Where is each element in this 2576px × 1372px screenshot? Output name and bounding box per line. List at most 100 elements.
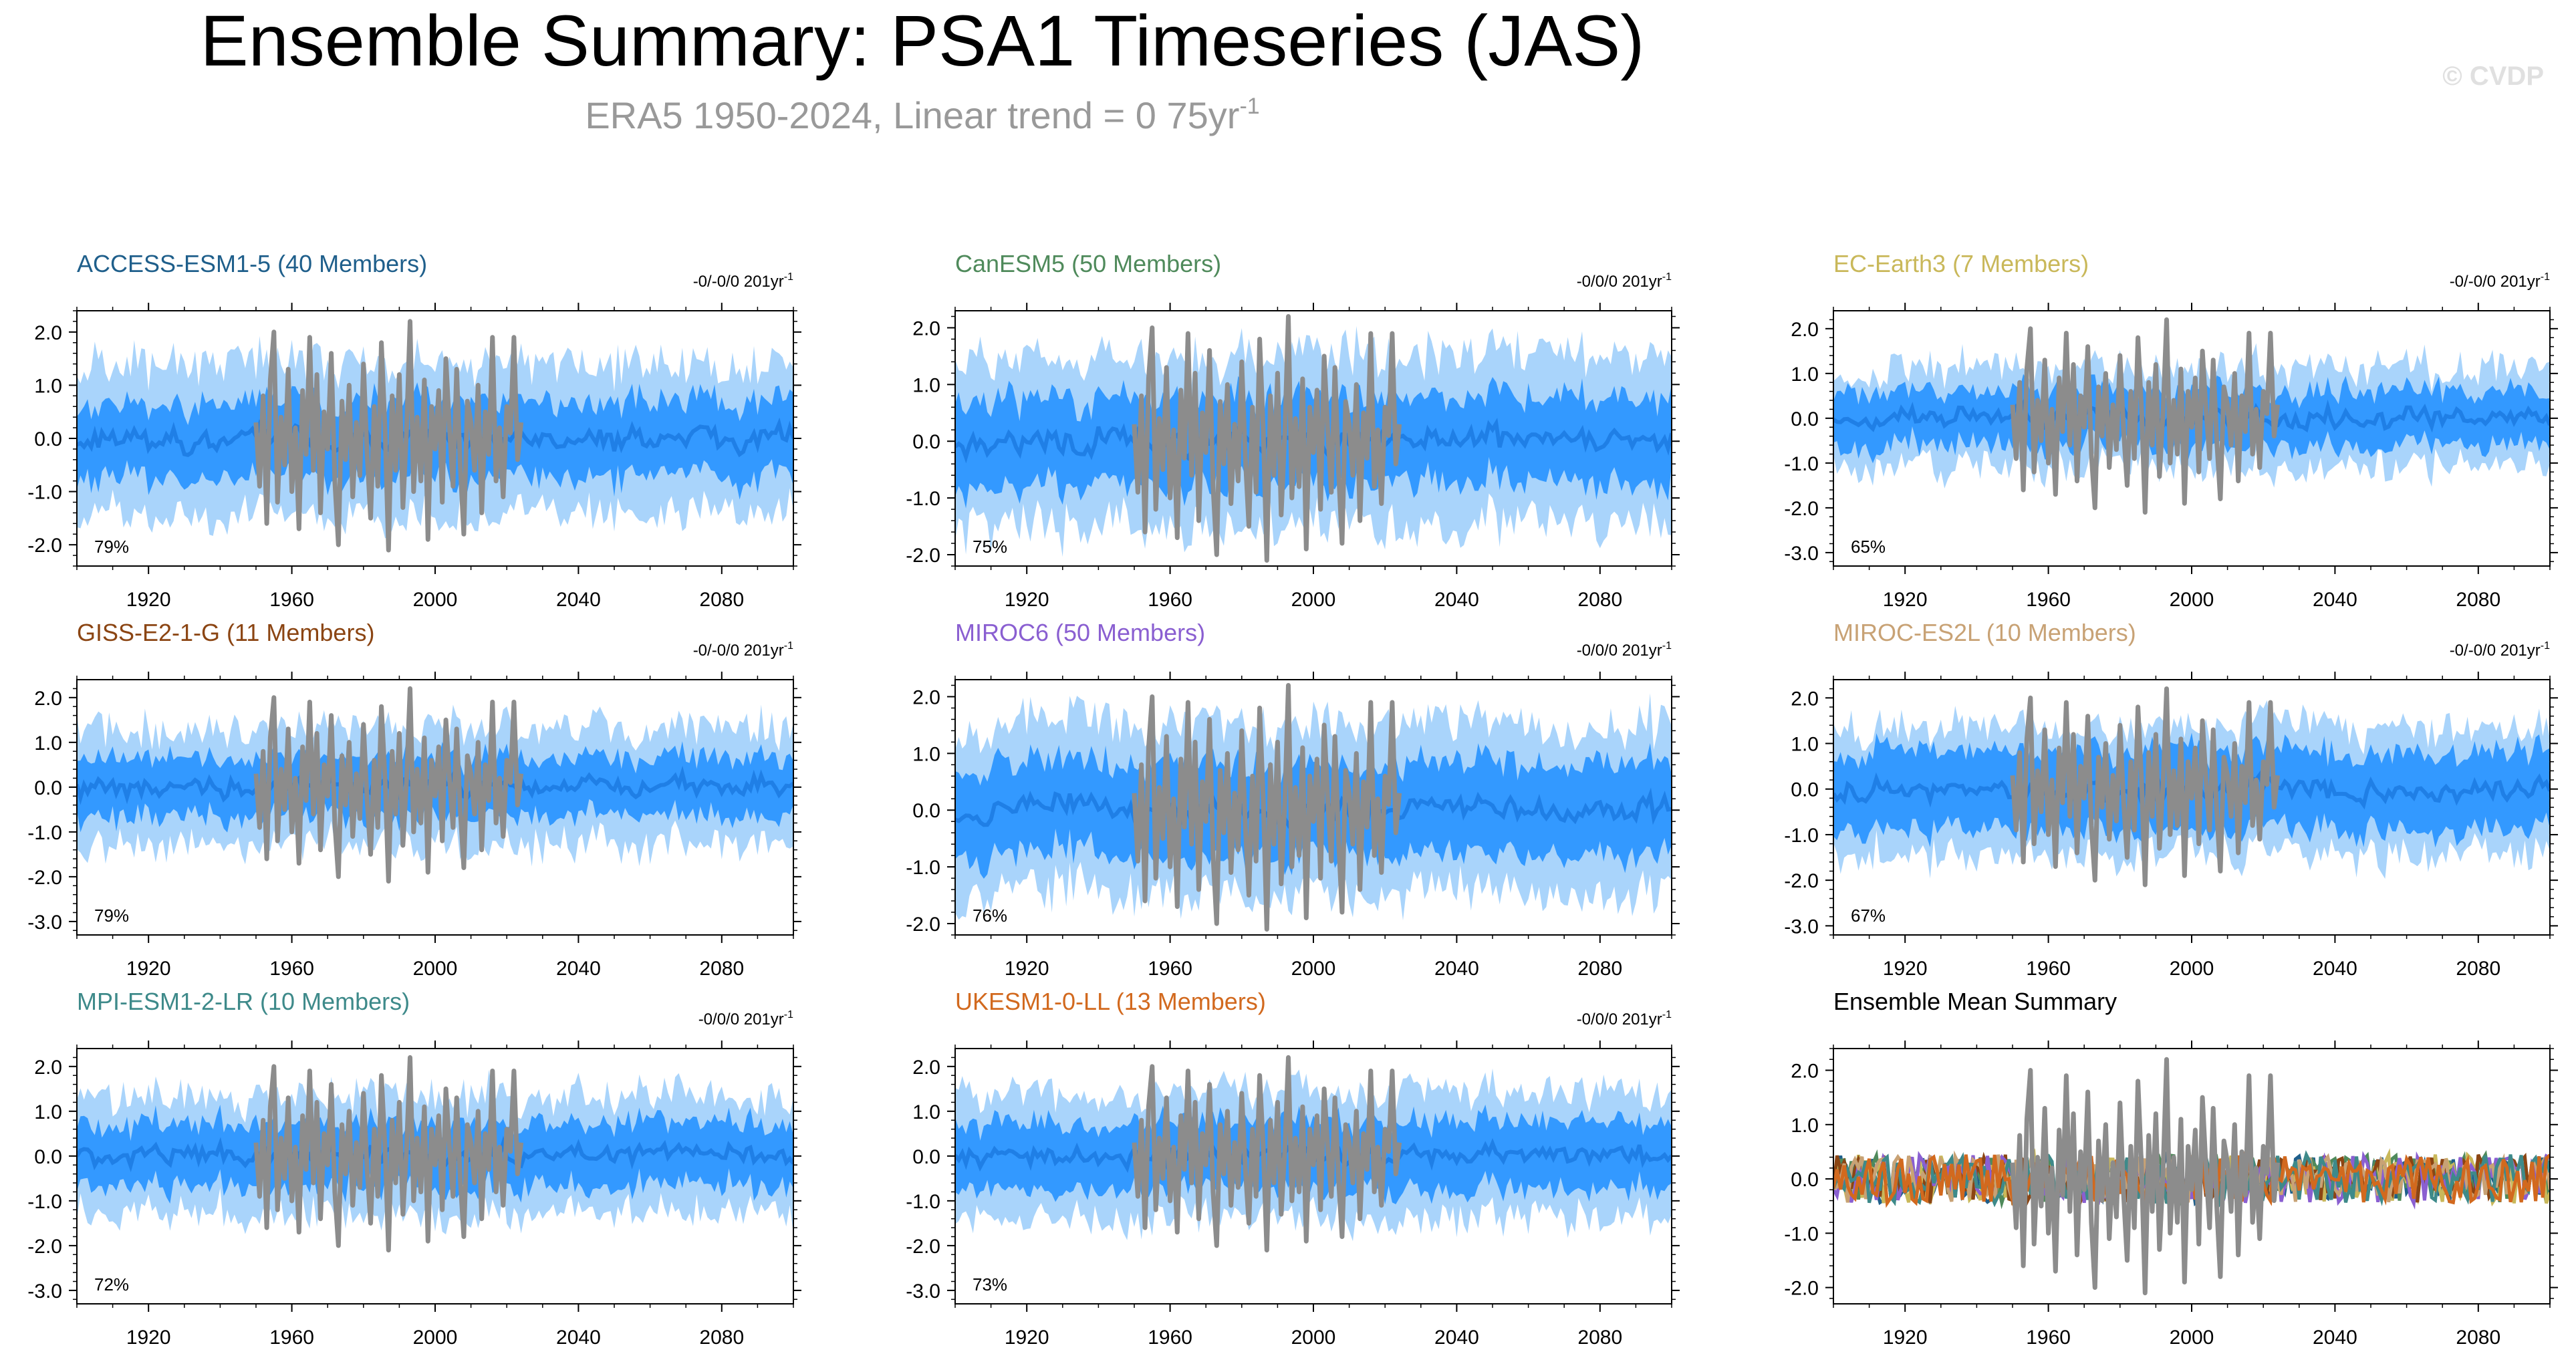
panels-container: ACCESS-ESM1-5 (40 Members)-0/-0/0 201yr-… [27, 250, 2558, 1349]
plot-area [955, 314, 1672, 563]
panel-access: ACCESS-ESM1-5 (40 Members) -0/-0/0 201yr-… [27, 250, 801, 611]
observed-line [2010, 686, 2281, 887]
trend-superscript: -1 [784, 1009, 793, 1020]
percent-label: 65% [1851, 537, 1886, 557]
y-tick-label: -1.0 [1784, 1223, 1819, 1245]
trend-superscript: -1 [1662, 1009, 1672, 1020]
page-subtitle: ERA5 1950-2024, Linear trend = 0 75yr-1 [585, 94, 1259, 136]
y-tick-label: 2.0 [1791, 688, 1819, 710]
x-tick-label: 1960 [269, 1327, 314, 1349]
percent-label: 73% [973, 1274, 1007, 1294]
y-tick-label: 1.0 [912, 1101, 940, 1123]
panel-mirocesl: MIROC-ES2L (10 Members) -0/-0/0 201yr-1 -3… [1784, 619, 2558, 980]
x-tick-label: 2040 [1434, 958, 1479, 980]
percent-label: 75% [973, 537, 1007, 557]
x-tick-label: 1960 [2026, 958, 2071, 980]
x-tick-label: 2080 [699, 958, 744, 980]
trend-text: -0/-0/0 201yr [2450, 642, 2541, 660]
trend-label: -0/0/0 201yr-1 [1577, 271, 1672, 291]
copyright-watermark: © CVDP [2442, 61, 2544, 91]
x-tick-label: 1920 [1883, 1327, 1928, 1349]
x-tick-label: 2080 [1577, 1327, 1622, 1349]
trend-superscript: -1 [1662, 271, 1672, 283]
subtitle-text: ERA5 1950-2024, Linear trend = 0 75yr [585, 94, 1239, 136]
y-tick-label: -3.0 [27, 1280, 62, 1302]
x-tick-label: 2040 [556, 958, 601, 980]
y-tick-label: -1.0 [27, 482, 62, 504]
observed-line [253, 686, 524, 884]
y-tick-label: 0.0 [34, 1146, 62, 1168]
y-tick-label: 0.0 [1791, 408, 1819, 430]
percent-label: 72% [94, 1274, 129, 1294]
x-tick-label: 2080 [2456, 958, 2500, 980]
x-tick-label: 2080 [699, 589, 744, 611]
trend-superscript: -1 [2541, 271, 2550, 283]
panel-title: ACCESS-ESM1-5 (40 Members) [77, 250, 427, 277]
trend-text: -0/0/0 201yr [1577, 273, 1662, 291]
y-tick-label: 1.0 [1791, 364, 1819, 386]
plot-area [1833, 317, 2550, 515]
y-tick-label: -2.0 [906, 1236, 940, 1258]
x-tick-label: 2000 [1291, 589, 1336, 611]
trend-label: -0/-0/0 201yr-1 [693, 640, 793, 660]
panel-ukesm: UKESM1-0-LL (13 Members) -0/0/0 201yr-1 -3… [906, 988, 1680, 1349]
y-tick-label: 2.0 [912, 1057, 940, 1079]
observed-line [2010, 1057, 2281, 1296]
x-tick-label: 2080 [2456, 589, 2500, 611]
panel-title: UKESM1-0-LL (13 Members) [955, 988, 1266, 1015]
y-tick-label: -1.0 [27, 822, 62, 844]
y-tick-label: -2.0 [1784, 1278, 1819, 1300]
y-tick-label: 1.0 [1791, 734, 1819, 756]
trend-superscript: -1 [1662, 640, 1672, 652]
y-tick-label: -2.0 [27, 1236, 62, 1258]
x-tick-label: 2000 [413, 589, 458, 611]
x-tick-label: 1920 [1005, 589, 1049, 611]
plot-area [1833, 1057, 2550, 1296]
y-tick-label: 1.0 [34, 732, 62, 754]
trend-superscript: -1 [784, 271, 793, 283]
x-tick-label: 2080 [1577, 589, 1622, 611]
y-tick-label: 0.0 [912, 800, 940, 822]
y-tick-label: 2.0 [34, 322, 62, 344]
trend-label: -0/0/0 201yr-1 [1577, 640, 1672, 660]
panel-title: Ensemble Mean Summary [1833, 988, 2117, 1015]
y-tick-label: 2.0 [912, 317, 940, 339]
x-tick-label: 2080 [699, 1327, 744, 1349]
panel-title: EC-Earth3 (7 Members) [1833, 250, 2089, 277]
percent-label: 79% [94, 906, 129, 926]
plot-area [955, 683, 1672, 932]
x-tick-label: 1920 [126, 958, 171, 980]
y-tick-label: 0.0 [1791, 1169, 1819, 1191]
x-tick-label: 2080 [1577, 958, 1622, 980]
y-tick-label: -2.0 [906, 545, 940, 567]
observed-line [253, 1055, 524, 1253]
panel-title: MIROC-ES2L (10 Members) [1833, 619, 2136, 646]
y-tick-label: -1.0 [1784, 825, 1819, 847]
y-tick-label: 2.0 [34, 1057, 62, 1079]
plot-area [1833, 686, 2550, 887]
plot-area [77, 319, 793, 553]
x-tick-label: 2000 [413, 958, 458, 980]
trend-label: -0/-0/0 201yr-1 [693, 271, 793, 291]
trend-label: -0/0/0 201yr-1 [698, 1009, 793, 1028]
y-tick-label: 2.0 [912, 686, 940, 708]
x-tick-label: 2040 [2313, 1327, 2357, 1349]
page-title: Ensemble Summary: PSA1 Timeseries (JAS) [201, 0, 1645, 81]
panel-title: MPI-ESM1-2-LR (10 Members) [77, 988, 410, 1015]
percent-label: 67% [1851, 906, 1886, 926]
observed-line [1132, 683, 1402, 932]
panel-giss: GISS-E2-1-G (11 Members)-0/-0/0 201yr-1-… [27, 619, 801, 980]
y-tick-label: 0.0 [1791, 779, 1819, 801]
x-tick-label: 1960 [2026, 1327, 2071, 1349]
y-tick-label: 0.0 [912, 431, 940, 453]
y-tick-label: 0.0 [34, 428, 62, 450]
observed-line [1132, 314, 1402, 563]
panel-canesm: CanESM5 (50 Members) -0/0/0 201yr-1 -2.0 -1… [906, 250, 1680, 611]
y-tick-label: -3.0 [1784, 543, 1819, 565]
panel-mpi: MPI-ESM1-2-LR (10 Members) -0/0/0 201yr-1… [27, 988, 801, 1349]
x-tick-label: 2000 [1291, 958, 1336, 980]
x-tick-label: 2000 [2170, 1327, 2214, 1349]
panel-summary: Ensemble Mean Summary -2.0 -1.0 0.0 1.0 2.0 19… [1784, 988, 2558, 1349]
y-tick-label: 1.0 [912, 743, 940, 765]
